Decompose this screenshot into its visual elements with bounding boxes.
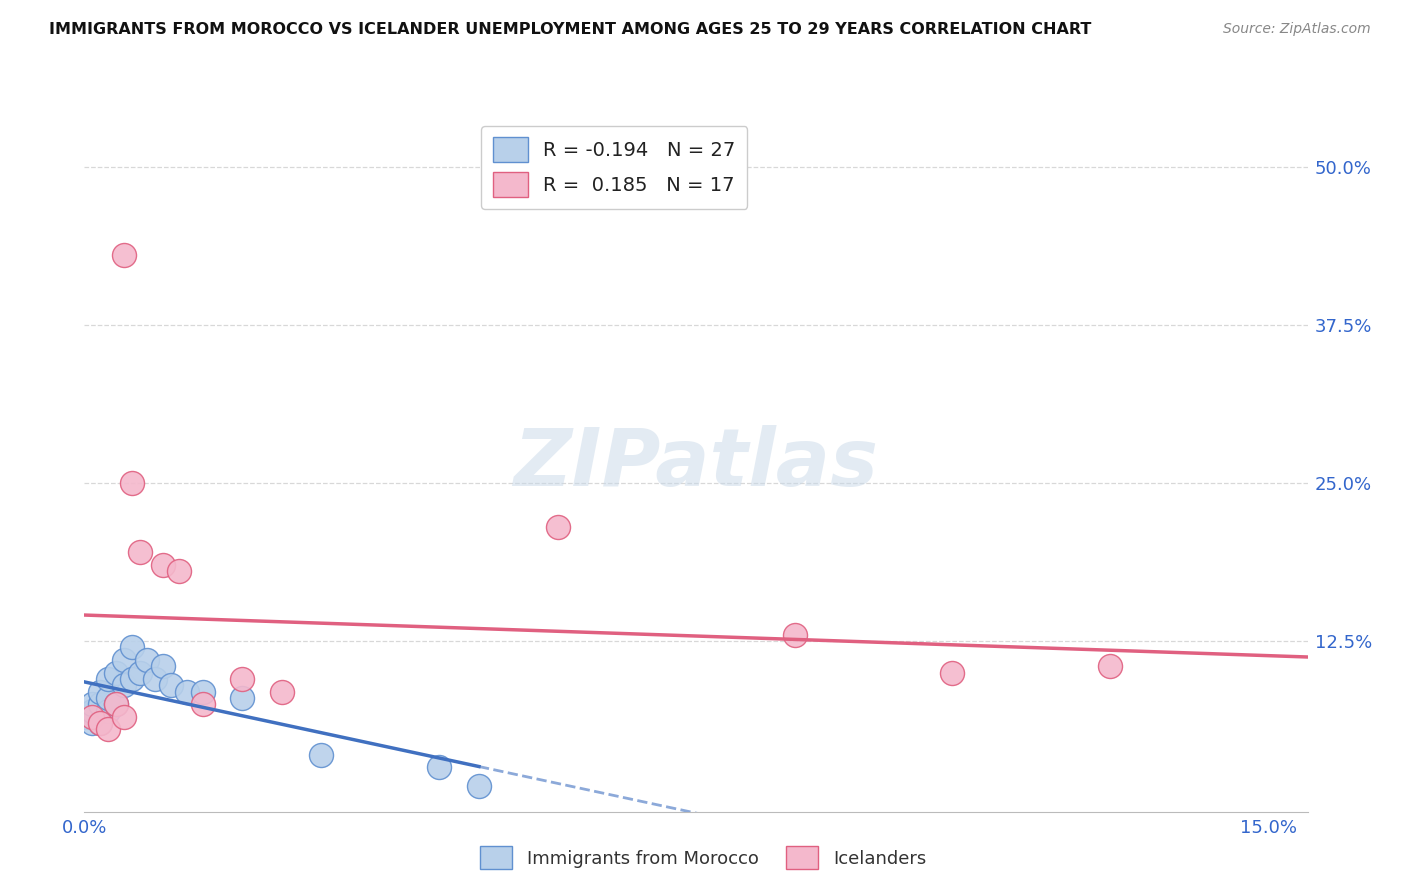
Point [104,665,127,680]
Point [167,565,190,579]
Point [547,520,569,534]
Point [941,665,963,680]
Point [112,710,135,724]
Point [104,697,127,711]
Point [152,659,174,673]
Text: IMMIGRANTS FROM MOROCCO VS ICELANDER UNEMPLOYMENT AMONG AGES 25 TO 29 YEARS CORR: IMMIGRANTS FROM MOROCCO VS ICELANDER UNE… [49,22,1091,37]
Point [121,672,143,686]
Point [270,684,292,698]
Point [82,697,104,711]
Point [104,697,127,711]
Point [82,710,104,724]
Point [128,545,150,559]
Point [121,475,143,490]
Point [89,716,111,731]
Point [152,558,174,572]
Point [112,678,135,692]
Point [783,627,806,641]
Point [429,760,451,774]
Point [468,780,491,794]
Point [97,723,120,737]
Legend: R = -0.194   N = 27, R =  0.185   N = 17: R = -0.194 N = 27, R = 0.185 N = 17 [481,126,748,209]
Point [176,684,198,698]
Point [231,690,253,705]
Point [160,678,183,692]
Text: Source: ZipAtlas.com: Source: ZipAtlas.com [1223,22,1371,37]
Point [89,716,111,731]
Point [82,704,104,718]
Point [97,672,120,686]
Point [136,653,159,667]
Point [121,640,143,655]
Point [89,697,111,711]
Point [112,653,135,667]
Point [73,710,96,724]
Point [89,684,111,698]
Point [231,672,253,686]
Point [145,672,167,686]
Point [97,704,120,718]
Point [1099,659,1122,673]
Point [97,690,120,705]
Point [82,716,104,731]
Point [191,684,214,698]
Point [112,248,135,262]
Point [191,697,214,711]
Legend: Immigrants from Morocco, Icelanders: Immigrants from Morocco, Icelanders [471,838,935,879]
Point [128,665,150,680]
Point [309,747,332,762]
Text: ZIPatlas: ZIPatlas [513,425,879,503]
